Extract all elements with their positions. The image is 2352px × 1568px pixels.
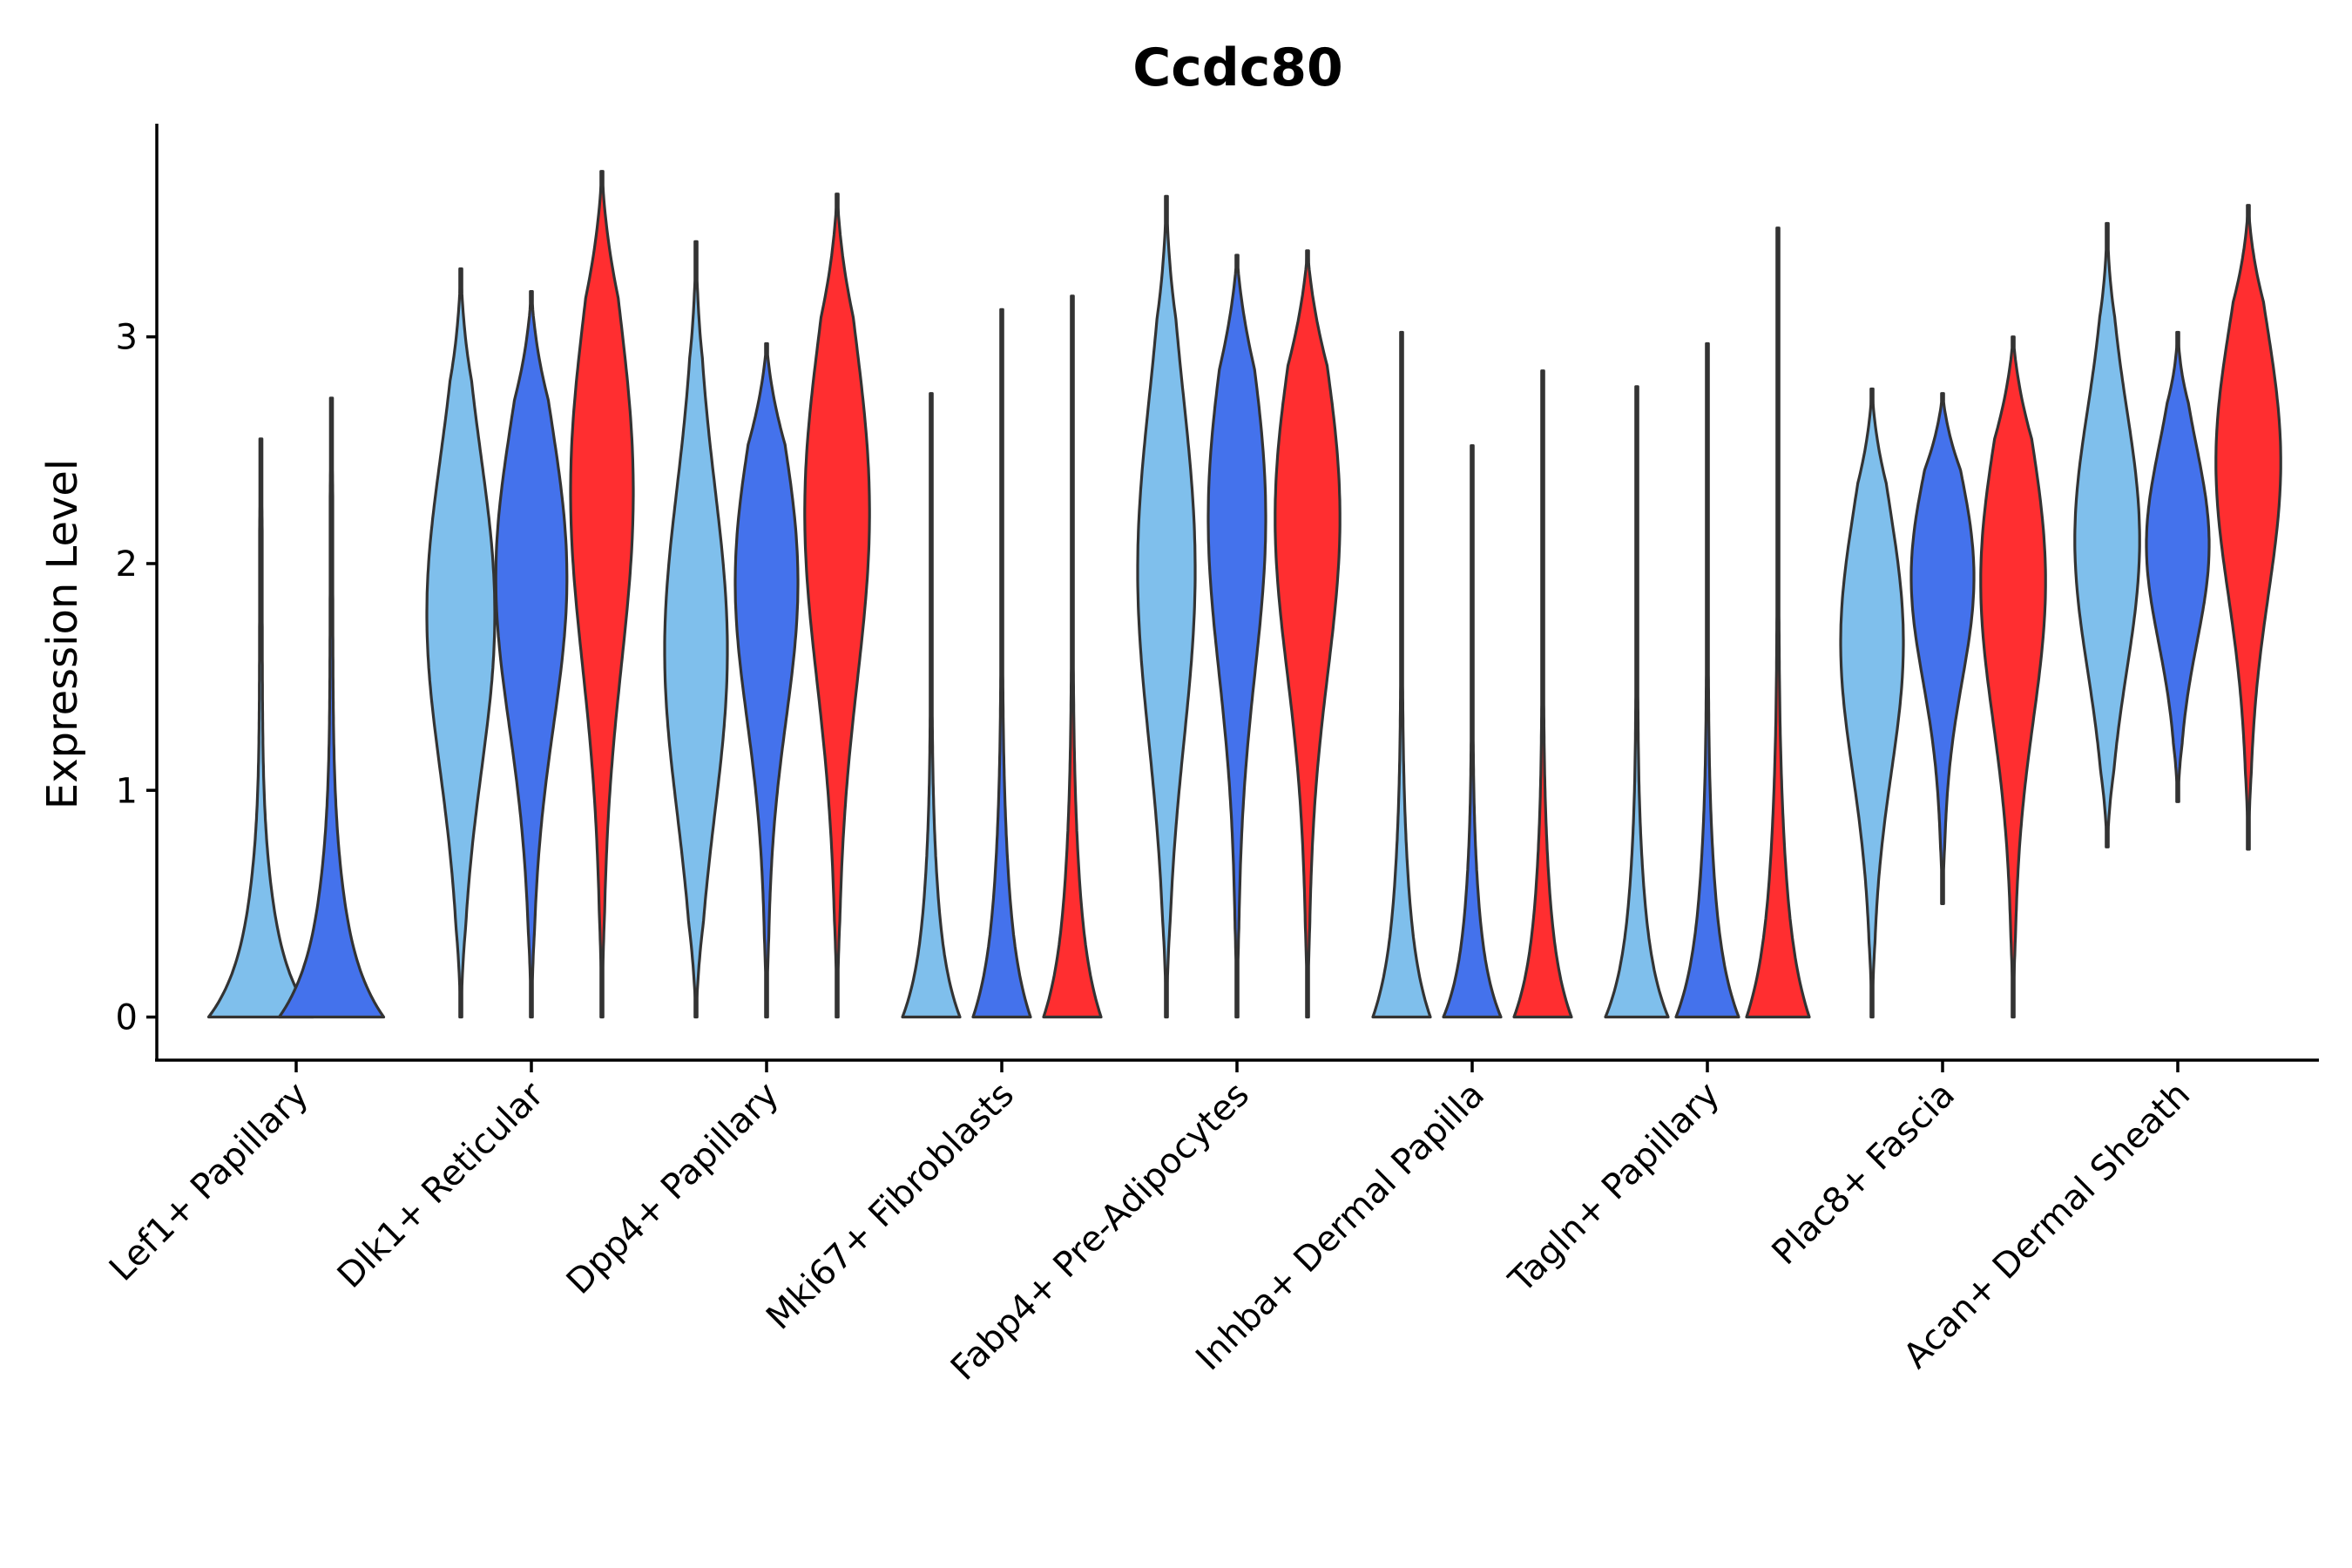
violin-9-1 — [2073, 221, 2141, 848]
x-tick-label: Tagln+ Papillary — [1501, 1075, 1727, 1301]
violin-9-3 — [2214, 204, 2282, 851]
y-axis-label: Expression Level — [38, 459, 87, 810]
violin-1-1 — [206, 437, 315, 1019]
violin-6-1 — [1371, 330, 1432, 1019]
violin-3-1 — [663, 240, 729, 1019]
violin-4-1 — [901, 392, 962, 1019]
x-tick-label: Dlk1+ Reticular — [330, 1074, 552, 1296]
violin-9-2 — [2145, 330, 2211, 803]
violin-layer — [206, 170, 2282, 1019]
violin-8-1 — [1839, 387, 1905, 1019]
chart-title: Ccdc80 — [1132, 37, 1343, 98]
violin-4-3 — [1042, 294, 1103, 1019]
violin-7-3 — [1745, 226, 1811, 1019]
violin-3-3 — [803, 193, 871, 1019]
violin-8-2 — [1909, 392, 1976, 905]
violin-7-1 — [1604, 385, 1670, 1019]
violin-3-2 — [733, 341, 800, 1019]
violin-7-2 — [1674, 341, 1740, 1019]
violin-6-2 — [1442, 444, 1503, 1019]
violin-1-2 — [277, 396, 386, 1019]
violin-2-3 — [569, 170, 635, 1019]
violin-5-2 — [1206, 253, 1267, 1019]
violin-6-3 — [1512, 369, 1573, 1019]
violin-4-2 — [971, 308, 1032, 1019]
y-tick-label: 2 — [116, 544, 138, 585]
violin-2-2 — [494, 290, 569, 1019]
x-tick-label: Mki67+ Fibroblasts — [759, 1075, 1022, 1338]
violin-5-1 — [1136, 194, 1197, 1019]
y-ticks: 0 1 2 3 — [116, 318, 157, 1038]
x-tick-label: Plac8+ Fascia — [1765, 1075, 1963, 1274]
x-tick-label: Dpp4+ Papillary — [559, 1075, 787, 1302]
x-tick-label: Lef1+ Papillary — [102, 1075, 316, 1289]
y-tick-label: 1 — [116, 771, 138, 811]
violin-5-3 — [1274, 249, 1342, 1019]
y-tick-label: 3 — [116, 318, 138, 358]
y-tick-label: 0 — [116, 998, 138, 1038]
violin-8-3 — [1979, 335, 2047, 1019]
violin-2-1 — [425, 267, 497, 1019]
x-ticks: Lef1+ Papillary Dlk1+ Reticular Dpp4+ Papi… — [102, 1060, 2198, 1389]
